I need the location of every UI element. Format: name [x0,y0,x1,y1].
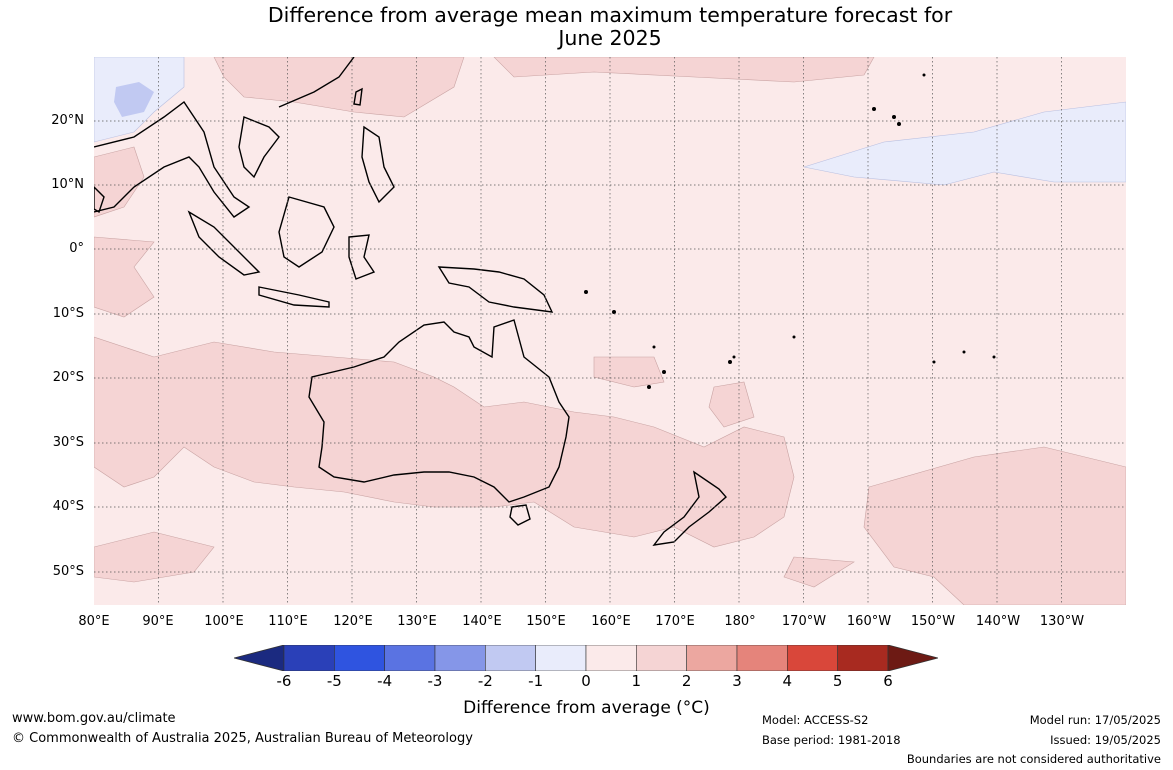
new-guinea-coast [437,266,554,313]
colorbar-segment [535,645,587,671]
lon-label-110e: 110°E [268,614,308,629]
lon-label-130e: 130°E [397,614,437,629]
china-coast [278,57,355,108]
java-coast [258,286,330,308]
colorbar-segment [485,645,536,671]
colorbar-tick-label: 1 [631,672,642,690]
footer-model: Model: ACCESS-S2 [762,713,869,727]
footer-disclaimer: Boundaries are not considered authoritat… [906,752,1161,766]
sulawesi-coast [348,234,376,280]
lat-label-10n: 10°N [51,177,84,192]
new-zealand-coast [652,470,727,546]
colorbar-tick-label: -3 [427,672,443,690]
lon-label-170w: 170°W [781,614,827,629]
colorbar-tick-label: 0 [581,672,591,690]
colorbar-segment [283,645,335,671]
colorbar-label: Difference from average (°C) [463,698,710,718]
title-line-2: June 2025 [558,26,662,50]
australia-coast [308,319,570,503]
sumatra-coast [187,210,261,276]
footer-url: www.bom.gov.au/climate [12,711,176,726]
colorbar-tick-label: 6 [883,672,893,690]
lon-label-150w: 150°W [910,614,956,629]
lon-label-160e: 160°E [591,614,631,629]
colorbar-segment [686,645,738,671]
footer-copyright: © Commonwealth of Australia 2025, Austra… [12,731,473,746]
footer-model-run: Model run: 17/05/2025 [1029,713,1161,727]
lat-label-10s: 10°S [52,306,84,321]
forecast-map [94,57,1126,605]
indochina-coast [238,116,280,179]
coastlines [94,57,727,546]
colorbar-segment [736,645,788,671]
lat-label-30s: 30°S [52,435,84,450]
colorbar-tick-label: -1 [528,672,544,690]
philippines-coast [361,125,395,204]
lat-label-0: 0° [69,241,84,256]
taiwan-coast [353,87,363,106]
footer-issued: Issued: 19/05/2025 [1050,733,1161,747]
lon-label-80e: 80°E [78,614,110,629]
colorbar-segment [434,645,486,671]
map-canvas [94,57,1126,605]
colorbar-segment [334,645,385,671]
lon-label-100e: 100°E [204,614,244,629]
colorbar-tick-label: -6 [276,672,292,690]
lon-label-140e: 140°E [462,614,502,629]
lon-label-160w: 160°W [846,614,892,629]
lat-label-40s: 40°S [52,499,84,514]
colorbar [234,645,938,671]
lon-label-140w: 140°W [975,614,1021,629]
lat-label-20n: 20°N [51,113,84,128]
graticule [94,57,1126,605]
asia-coast [94,100,251,218]
lon-label-170e: 170°E [655,614,695,629]
colorbar-segment [787,645,838,671]
lon-label-180: 180° [724,614,756,629]
lat-label-20s: 20°S [52,370,84,385]
colorbar-tick-label: 5 [832,672,843,690]
lat-label-50s: 50°S [52,564,84,579]
colorbar-tick-label: -4 [377,672,393,690]
lon-label-90e: 90°E [142,614,174,629]
lon-label-130w: 130°W [1039,614,1085,629]
colorbar-tick-label: 4 [782,672,793,690]
colorbar-extend-high [887,645,938,671]
colorbar-segment [384,645,436,671]
anomaly-field-minus2-minus1 [114,82,154,117]
lon-label-120e: 120°E [333,614,373,629]
map-title: Difference from average mean maximum tem… [94,4,1126,50]
title-line-1: Difference from average mean maximum tem… [267,3,953,27]
anomaly-field-1-2 [94,57,1126,605]
sri-lanka-coast [94,186,105,214]
tasmania-coast [509,504,531,526]
borneo-coast [278,196,335,268]
colorbar-segment [636,645,687,671]
colorbar-tick-label: 3 [732,672,742,690]
colorbar-segments [234,645,938,671]
colorbar-segment [837,645,889,671]
colorbar-tick-label: -2 [477,672,493,690]
footer-base-period: Base period: 1981-2018 [762,733,901,747]
colorbar-extend-low [234,645,285,671]
pacific-islands [584,73,996,389]
lon-label-150e: 150°E [526,614,566,629]
colorbar-tick-label: -5 [326,672,342,690]
colorbar-segment [585,645,637,671]
colorbar-tick-label: 2 [681,672,692,690]
